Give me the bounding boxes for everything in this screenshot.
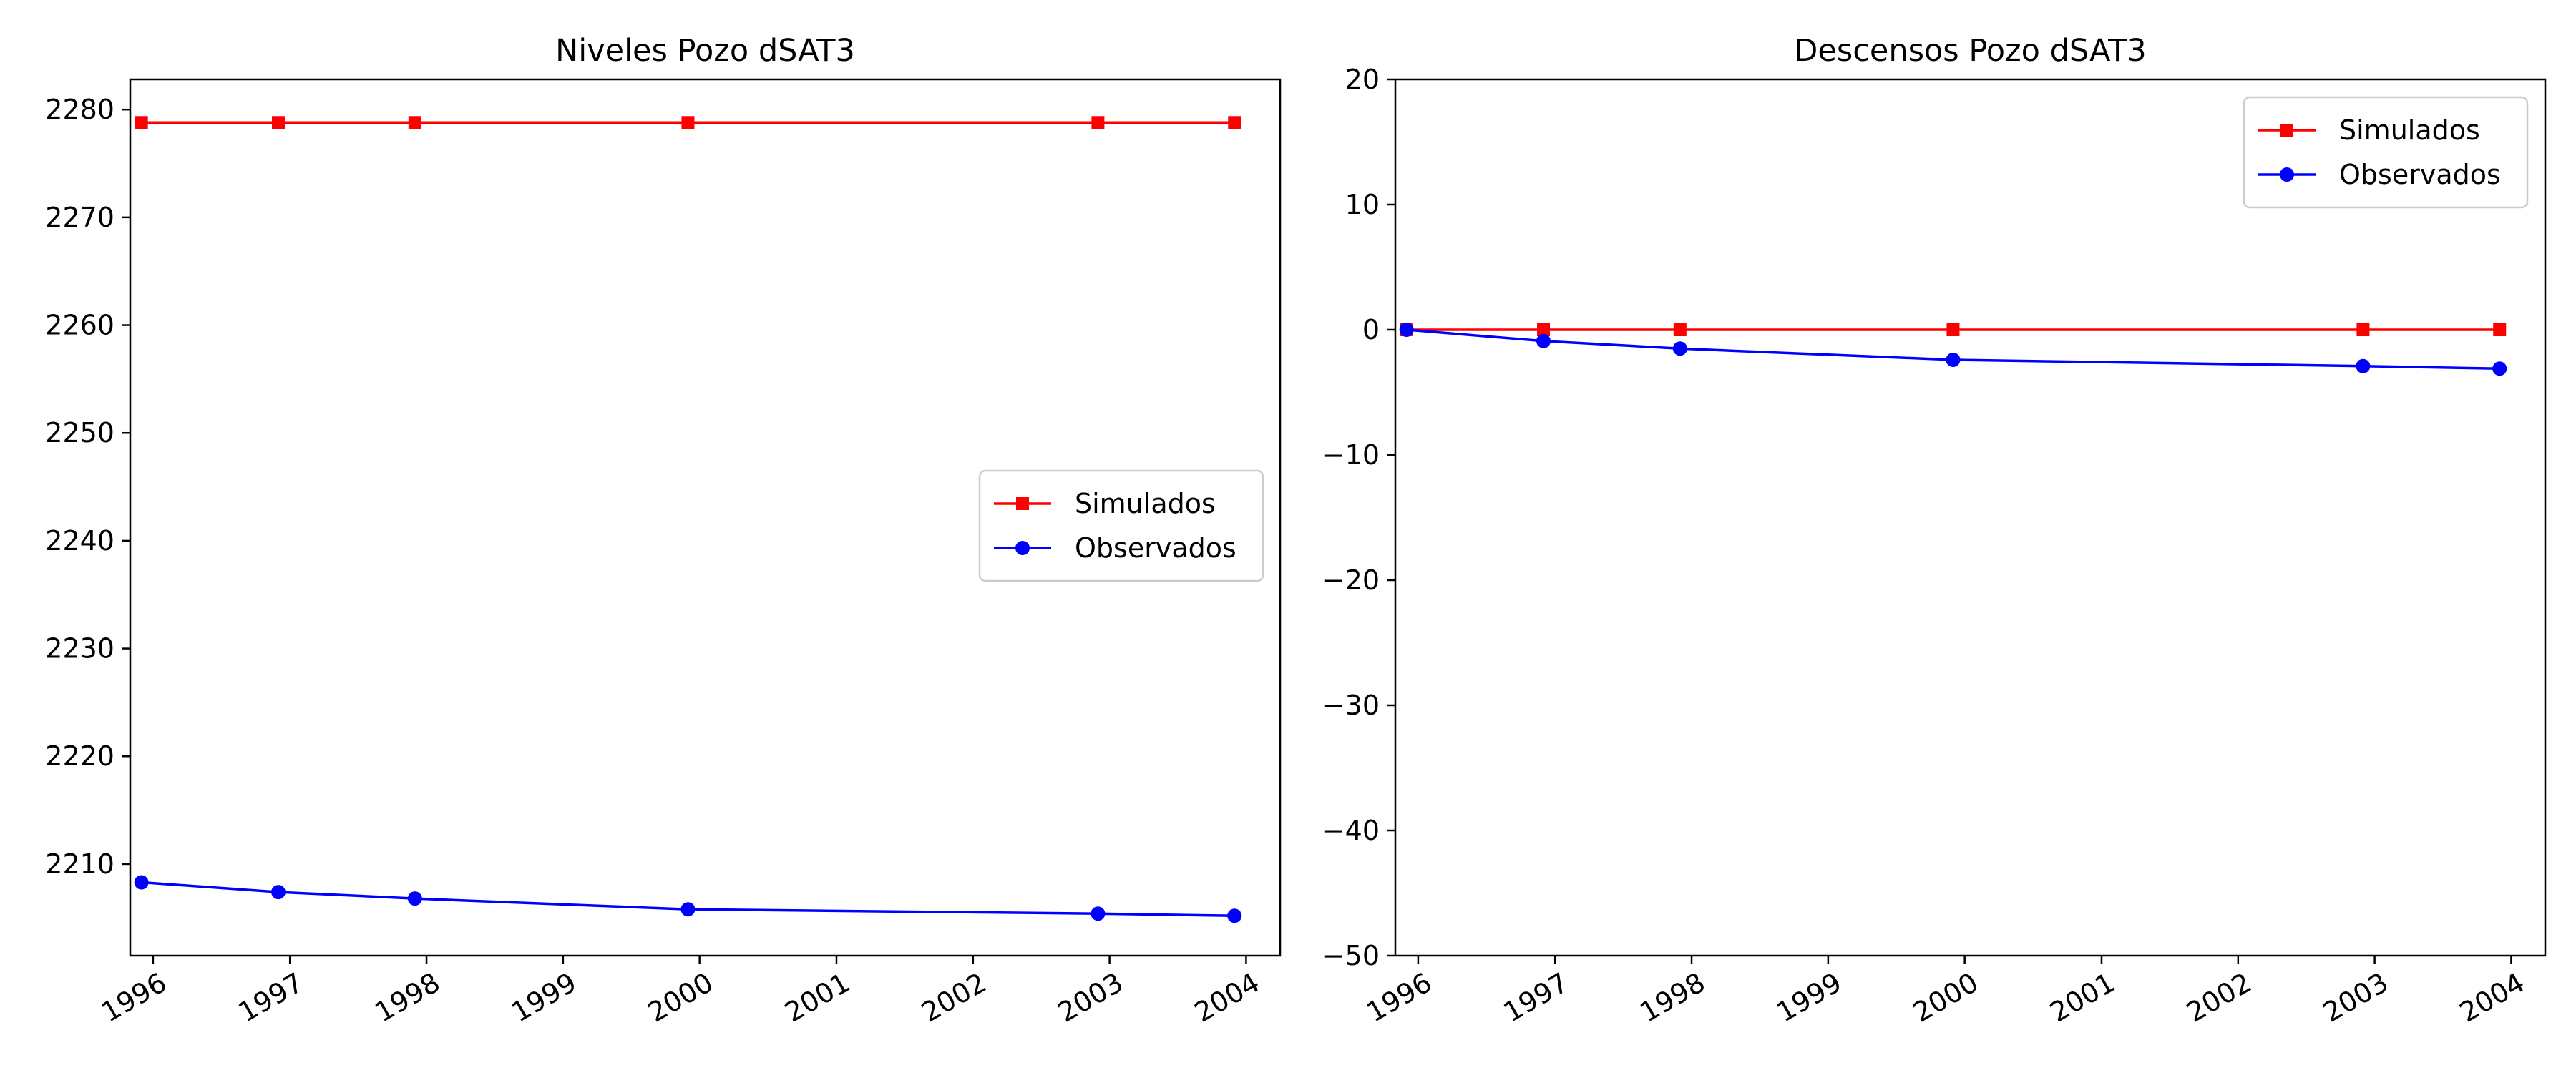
niveles-legend-observados-label: Observados [1075,532,1236,564]
niveles-observados-point-3 [680,902,696,917]
descensos-y-tick-label: −20 [1322,564,1380,596]
descensos-y-tick-label: −10 [1322,439,1380,471]
descensos-simulados-point-3 [1946,323,1960,336]
descensos-observados-point-5 [2492,361,2507,376]
niveles-simulados-point-4 [1091,116,1105,129]
descensos-legend-simulados-label: Simulados [2339,114,2480,146]
niveles-y-tick-label: 2240 [45,525,114,557]
descensos-y-tick-label: 10 [1345,189,1380,220]
niveles-y-tick-label: 2260 [45,310,114,341]
niveles-y-tick-label: 2210 [45,848,114,880]
descensos-y-tick-label: −50 [1322,940,1380,971]
descensos-observados-point-2 [1672,341,1687,356]
niveles-simulados-point-0 [135,116,148,129]
niveles-observados-point-5 [1227,908,1242,923]
descensos-observados-point-1 [1536,333,1551,348]
descensos-legend-simulados-marker [2280,124,2293,137]
niveles-legend-box [978,469,1264,582]
descensos-y-tick-label: −40 [1322,815,1380,846]
descensos-simulados-point-2 [1673,323,1687,336]
niveles-observados-point-0 [134,875,149,890]
descensos-axes-frame [1394,78,2547,957]
descensos-y-tick-label: 0 [1362,314,1380,346]
niveles-legend-simulados-label: Simulados [1075,488,1216,519]
descensos-legend-observados-label: Observados [2339,159,2501,190]
niveles-legend: Simulados Observados [978,469,1264,582]
niveles-y-tick-label: 2230 [45,633,114,665]
niveles-y-tick-label: 2280 [45,94,114,125]
descensos-observados-point-3 [1946,353,1961,367]
descensos-observados-point-4 [2356,358,2371,373]
descensos-observados-line [1406,328,2500,370]
descensos-legend: Simulados Observados [2243,96,2529,209]
niveles-simulados-point-5 [1228,116,1241,129]
niveles-simulados-point-3 [681,116,695,129]
descensos-y-tick-label: −30 [1322,690,1380,721]
descensos-legend-observados-marker [2280,167,2294,182]
descensos-simulados-point-4 [2356,323,2370,336]
niveles-y-tick-label: 2250 [45,417,114,449]
niveles-simulados-point-1 [272,116,286,129]
descensos-legend-box [2243,96,2529,209]
niveles-simulados-point-2 [408,116,421,129]
niveles-chart-title: Niveles Pozo dSAT3 [555,33,855,69]
descensos-y-tick-label: 20 [1345,64,1380,95]
descensos-simulados-point-5 [2493,323,2507,336]
niveles-observados-line [141,881,1235,917]
niveles-observados-point-2 [407,891,422,906]
niveles-observados-point-4 [1091,906,1106,921]
niveles-legend-simulados-marker [1016,497,1029,510]
niveles-y-tick-label: 2220 [45,740,114,772]
niveles-legend-observados-marker [1015,541,1030,555]
niveles-axes-frame [129,78,1282,957]
niveles-observados-point-1 [271,885,286,900]
niveles-y-tick-label: 2270 [45,202,114,233]
descensos-simulados-point-1 [1537,323,1551,336]
descensos-observados-point-0 [1399,323,1414,337]
descensos-chart-title: Descensos Pozo dSAT3 [1794,33,2146,69]
